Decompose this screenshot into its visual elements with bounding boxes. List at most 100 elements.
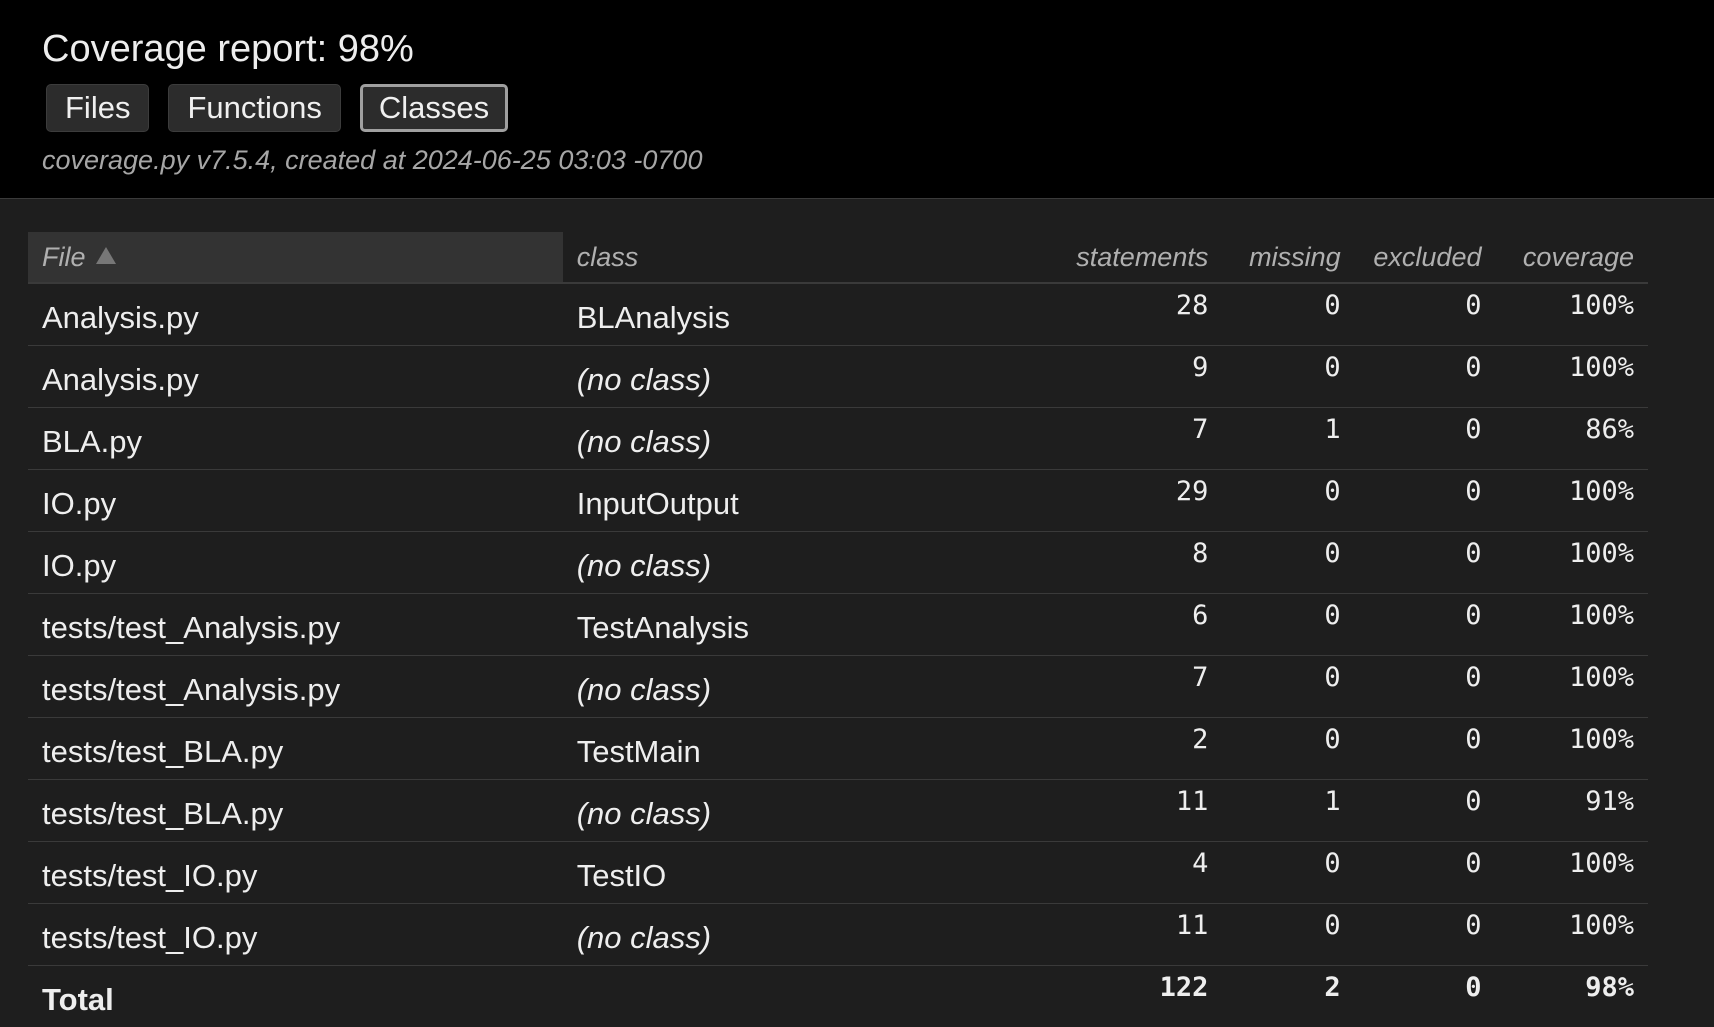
row-statements: 8 <box>1007 532 1222 594</box>
row-coverage: 100% <box>1496 842 1649 904</box>
row-coverage: 100% <box>1496 346 1649 408</box>
row-statements: 28 <box>1007 283 1222 346</box>
row-coverage: 100% <box>1496 718 1649 780</box>
row-class-link[interactable]: (no class) <box>563 346 1008 408</box>
row-class-link[interactable]: TestAnalysis <box>563 594 1008 656</box>
tab-functions[interactable]: Functions <box>168 84 340 132</box>
row-excluded: 0 <box>1355 656 1496 718</box>
total-class-empty <box>563 966 1008 1027</box>
table-row: tests/test_Analysis.py TestAnalysis 6 0 … <box>28 594 1648 656</box>
row-file-link[interactable]: tests/test_IO.py <box>28 842 563 904</box>
table-row: IO.py InputOutput 29 0 0 100% <box>28 470 1648 532</box>
table-row: Analysis.py (no class) 9 0 0 100% <box>28 346 1648 408</box>
row-excluded: 0 <box>1355 408 1496 470</box>
sort-ascending-icon <box>96 247 116 264</box>
row-statements: 7 <box>1007 408 1222 470</box>
row-statements: 2 <box>1007 718 1222 780</box>
column-header-missing[interactable]: missing <box>1222 232 1354 283</box>
row-excluded: 0 <box>1355 780 1496 842</box>
row-statements: 7 <box>1007 656 1222 718</box>
row-excluded: 0 <box>1355 346 1496 408</box>
table-row: IO.py (no class) 8 0 0 100% <box>28 532 1648 594</box>
table-row: tests/test_IO.py TestIO 4 0 0 100% <box>28 842 1648 904</box>
row-statements: 11 <box>1007 780 1222 842</box>
row-statements: 9 <box>1007 346 1222 408</box>
row-coverage: 100% <box>1496 532 1649 594</box>
row-excluded: 0 <box>1355 594 1496 656</box>
row-coverage: 100% <box>1496 656 1649 718</box>
row-excluded: 0 <box>1355 842 1496 904</box>
row-excluded: 0 <box>1355 470 1496 532</box>
row-class-link[interactable]: (no class) <box>563 408 1008 470</box>
row-missing: 0 <box>1222 470 1354 532</box>
row-missing: 0 <box>1222 346 1354 408</box>
table-row: tests/test_Analysis.py (no class) 7 0 0 … <box>28 656 1648 718</box>
row-coverage: 100% <box>1496 594 1649 656</box>
row-coverage: 100% <box>1496 470 1649 532</box>
row-class-link[interactable]: (no class) <box>563 656 1008 718</box>
view-tabs: Files Functions Classes <box>46 84 508 132</box>
table-row: tests/test_BLA.py (no class) 11 1 0 91% <box>28 780 1648 842</box>
row-statements: 6 <box>1007 594 1222 656</box>
row-excluded: 0 <box>1355 718 1496 780</box>
report-header: Coverage report: 98% Files Functions Cla… <box>0 0 1714 199</box>
row-coverage: 100% <box>1496 283 1649 346</box>
row-class-link[interactable]: InputOutput <box>563 470 1008 532</box>
row-missing: 0 <box>1222 532 1354 594</box>
total-statements: 122 <box>1007 966 1222 1027</box>
row-file-link[interactable]: tests/test_BLA.py <box>28 780 563 842</box>
column-header-excluded[interactable]: excluded <box>1355 232 1496 283</box>
total-missing: 2 <box>1222 966 1354 1027</box>
total-coverage: 98% <box>1496 966 1649 1027</box>
row-file-link[interactable]: tests/test_Analysis.py <box>28 594 563 656</box>
row-file-link[interactable]: IO.py <box>28 470 563 532</box>
row-excluded: 0 <box>1355 904 1496 966</box>
table-row: Analysis.py BLAnalysis 28 0 0 100% <box>28 283 1648 346</box>
row-statements: 29 <box>1007 470 1222 532</box>
total-row: Total 122 2 0 98% <box>28 966 1648 1027</box>
report-meta: coverage.py v7.5.4, created at 2024-06-2… <box>42 145 702 176</box>
row-file-link[interactable]: Analysis.py <box>28 346 563 408</box>
row-statements: 11 <box>1007 904 1222 966</box>
row-missing: 0 <box>1222 904 1354 966</box>
total-label: Total <box>28 966 563 1027</box>
row-missing: 1 <box>1222 408 1354 470</box>
column-header-file[interactable]: File <box>28 232 563 283</box>
row-file-link[interactable]: Analysis.py <box>28 283 563 346</box>
coverage-table: File class statements missing excluded c… <box>28 232 1648 1027</box>
row-statements: 4 <box>1007 842 1222 904</box>
row-missing: 0 <box>1222 718 1354 780</box>
column-header-statements[interactable]: statements <box>1007 232 1222 283</box>
row-file-link[interactable]: BLA.py <box>28 408 563 470</box>
row-file-link[interactable]: tests/test_IO.py <box>28 904 563 966</box>
tab-files[interactable]: Files <box>46 84 149 132</box>
row-file-link[interactable]: tests/test_Analysis.py <box>28 656 563 718</box>
tab-classes[interactable]: Classes <box>360 84 508 132</box>
row-class-link[interactable]: (no class) <box>563 904 1008 966</box>
row-missing: 0 <box>1222 594 1354 656</box>
row-missing: 0 <box>1222 656 1354 718</box>
row-class-link[interactable]: BLAnalysis <box>563 283 1008 346</box>
row-class-link[interactable]: TestIO <box>563 842 1008 904</box>
row-excluded: 0 <box>1355 532 1496 594</box>
row-coverage: 86% <box>1496 408 1649 470</box>
coverage-table-container: File class statements missing excluded c… <box>28 232 1648 1027</box>
table-row: tests/test_IO.py (no class) 11 0 0 100% <box>28 904 1648 966</box>
table-row: BLA.py (no class) 7 1 0 86% <box>28 408 1648 470</box>
table-row: tests/test_BLA.py TestMain 2 0 0 100% <box>28 718 1648 780</box>
row-file-link[interactable]: tests/test_BLA.py <box>28 718 563 780</box>
row-class-link[interactable]: (no class) <box>563 532 1008 594</box>
column-header-file-label: File <box>42 242 86 272</box>
row-coverage: 91% <box>1496 780 1649 842</box>
row-coverage: 100% <box>1496 904 1649 966</box>
column-header-class[interactable]: class <box>563 232 1008 283</box>
row-class-link[interactable]: TestMain <box>563 718 1008 780</box>
column-header-coverage[interactable]: coverage <box>1496 232 1649 283</box>
row-excluded: 0 <box>1355 283 1496 346</box>
total-excluded: 0 <box>1355 966 1496 1027</box>
row-missing: 0 <box>1222 283 1354 346</box>
row-file-link[interactable]: IO.py <box>28 532 563 594</box>
page-title: Coverage report: 98% <box>42 28 414 71</box>
row-missing: 1 <box>1222 780 1354 842</box>
row-class-link[interactable]: (no class) <box>563 780 1008 842</box>
